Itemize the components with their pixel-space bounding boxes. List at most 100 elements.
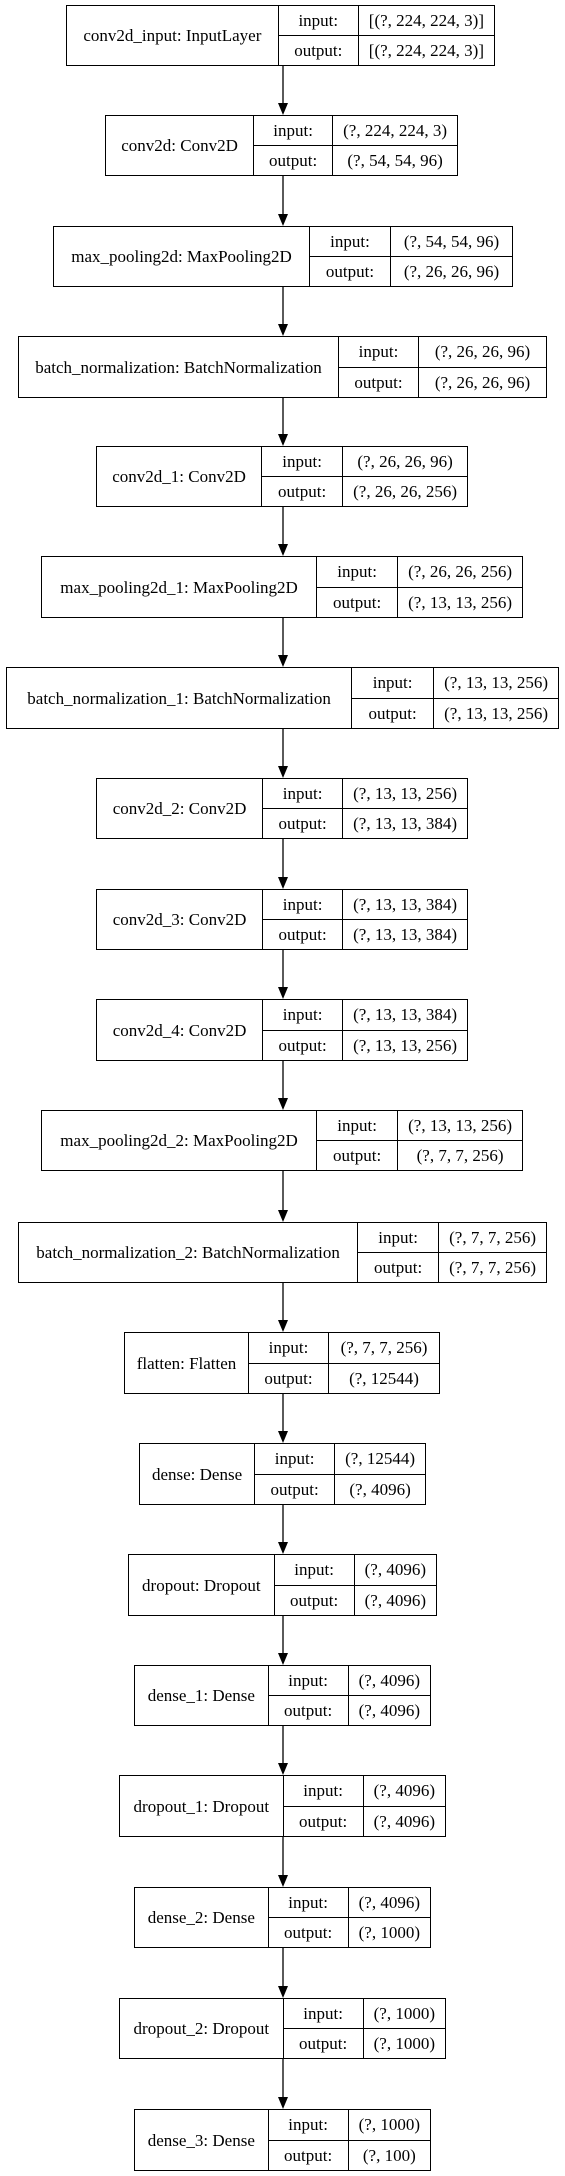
output-label: output:	[339, 367, 419, 397]
output-label: output:	[263, 920, 344, 949]
input-row: input: (?, 13, 13, 256)	[352, 668, 558, 698]
layer-node: conv2d_input: InputLayer input: [(?, 224, …	[66, 5, 495, 66]
output-shape: (?, 26, 26, 96)	[403, 262, 500, 281]
arrow-head	[278, 1320, 288, 1332]
output-row: output: (?, 26, 26, 256)	[262, 476, 467, 506]
arrow-head	[278, 987, 288, 999]
output-label: output:	[352, 698, 435, 728]
layer-node: batch_normalization_1: BatchNormalizatio…	[6, 667, 559, 729]
input-label: input:	[279, 6, 359, 35]
layer-ports: input: (?, 26, 26, 96) output: (?, 26, 26, …	[339, 337, 546, 397]
input-row: input: (?, 13, 13, 256)	[317, 1111, 522, 1140]
input-row: input: (?, 26, 26, 96)	[262, 447, 467, 476]
input-shape: (?, 13, 13, 384)	[353, 895, 457, 914]
layer-name: max_pooling2d_1: MaxPooling2D	[42, 557, 318, 617]
arrow-head	[278, 1653, 288, 1665]
input-row: input: (?, 4096)	[275, 1555, 436, 1585]
output-label: output:	[249, 1363, 329, 1393]
layer-node: dropout: Dropout input: (?, 4096) output: (?…	[128, 1554, 437, 1616]
arrow-head	[278, 1542, 288, 1554]
input-shape: (?, 54, 54, 96)	[403, 232, 500, 251]
layer-name: dropout_1: Dropout	[120, 1776, 284, 1836]
output-shape: (?, 12544)	[349, 1368, 419, 1388]
layer-name: conv2d_input: InputLayer	[67, 6, 279, 65]
input-shape: (?, 26, 26, 256)	[408, 562, 512, 582]
layer-name: dropout: Dropout	[129, 1555, 275, 1615]
layer-name: batch_normalization_1: BatchNormalizatio…	[7, 668, 353, 728]
input-shape: (?, 4096)	[373, 1781, 435, 1801]
arrow-head	[278, 1986, 288, 1998]
layer-name: conv2d: Conv2D	[106, 116, 255, 175]
layer-node: conv2d_3: Conv2D input: (?, 13, 13, 384) ou…	[96, 889, 468, 950]
input-row: input: (?, 7, 7, 256)	[249, 1333, 439, 1363]
output-row: output: (?, 1000)	[283, 2028, 445, 2058]
input-label: input:	[358, 1223, 440, 1252]
input-shape: (?, 4096)	[358, 1893, 420, 1912]
output-label: output:	[284, 1806, 364, 1836]
output-row: output: (?, 26, 26, 96)	[310, 256, 512, 286]
input-label: input:	[263, 779, 344, 808]
output-label: output:	[275, 1585, 355, 1615]
input-shape: (?, 4096)	[358, 1671, 420, 1690]
output-row: output: (?, 1000)	[268, 1917, 430, 1947]
output-row: output: (?, 54, 54, 96)	[254, 145, 457, 175]
layer-ports: input: (?, 4096) output: (?, 4096)	[283, 1776, 445, 1836]
input-label: input:	[269, 2110, 349, 2140]
layer-name: dense: Dense	[140, 1444, 256, 1504]
output-row: output: (?, 4096)	[283, 1805, 445, 1836]
output-shape: (?, 13, 13, 384)	[353, 925, 457, 944]
input-label: input:	[263, 890, 344, 919]
input-row: input: (?, 54, 54, 96)	[310, 227, 512, 256]
output-row: output: (?, 100)	[268, 2139, 430, 2170]
output-label: output:	[358, 1253, 440, 1282]
input-row: input: (?, 7, 7, 256)	[358, 1223, 546, 1252]
layer-node: dense_1: Dense input: (?, 4096) output: (?, …	[134, 1665, 431, 1726]
arrow-head	[278, 544, 288, 556]
input-shape: (?, 13, 13, 256)	[353, 784, 457, 803]
input-shape: (?, 1000)	[373, 2004, 435, 2023]
output-row: output: (?, 13, 13, 384)	[263, 808, 467, 838]
output-shape: (?, 4096)	[358, 1701, 420, 1720]
output-row: output: (?, 4096)	[274, 1584, 436, 1615]
output-shape: (?, 4096)	[373, 1811, 435, 1831]
layer-name: conv2d_2: Conv2D	[97, 779, 264, 838]
input-row: input: (?, 13, 13, 384)	[263, 1000, 467, 1030]
output-shape: (?, 26, 26, 96)	[434, 372, 531, 392]
input-shape: (?, 13, 13, 256)	[408, 1116, 512, 1135]
layer-name: dense_2: Dense	[135, 1888, 269, 1947]
layer-ports: input: (?, 12544) output: (?, 4096)	[255, 1444, 425, 1504]
input-label: input:	[352, 668, 435, 698]
input-row: input: (?, 13, 13, 256)	[263, 779, 467, 808]
output-shape: (?, 54, 54, 96)	[347, 151, 443, 170]
output-label: output:	[317, 587, 399, 617]
input-shape: (?, 12544)	[345, 1449, 415, 1469]
layer-name: dense_1: Dense	[135, 1666, 269, 1725]
output-label: output:	[254, 146, 334, 175]
input-row: input: [(?, 224, 224, 3)]	[279, 6, 494, 35]
output-shape: (?, 26, 26, 256)	[353, 482, 457, 501]
output-shape: (?, 1000)	[358, 1923, 420, 1942]
output-shape: (?, 1000)	[373, 2034, 435, 2053]
output-shape: (?, 13, 13, 256)	[408, 592, 512, 612]
layer-name: dropout_2: Dropout	[120, 1999, 284, 2058]
layer-name: conv2d_1: Conv2D	[97, 447, 263, 506]
input-row: input: (?, 1000)	[269, 2110, 430, 2140]
arrow-head	[278, 877, 288, 889]
input-shape: [(?, 224, 224, 3)]	[368, 11, 484, 30]
output-label: output:	[269, 1696, 349, 1725]
output-label: output:	[269, 2140, 349, 2170]
output-row: output: (?, 26, 26, 96)	[339, 366, 546, 397]
arrow-head	[278, 655, 288, 667]
output-label: output:	[262, 477, 344, 506]
input-row: input: (?, 4096)	[269, 1666, 430, 1695]
output-row: output: (?, 13, 13, 256)	[352, 697, 558, 728]
input-shape: (?, 224, 224, 3)	[343, 121, 447, 140]
layer-name: max_pooling2d: MaxPooling2D	[54, 227, 310, 286]
arrow-head	[278, 434, 288, 446]
input-row: input: (?, 1000)	[284, 1999, 445, 2028]
layer-node: batch_normalization: BatchNormalization i…	[18, 336, 547, 398]
output-label: output:	[284, 2029, 364, 2058]
input-label: input:	[262, 447, 344, 476]
input-row: input: (?, 26, 26, 256)	[317, 557, 522, 587]
layer-ports: input: (?, 224, 224, 3) output: (?, 54, 54,…	[254, 116, 457, 175]
